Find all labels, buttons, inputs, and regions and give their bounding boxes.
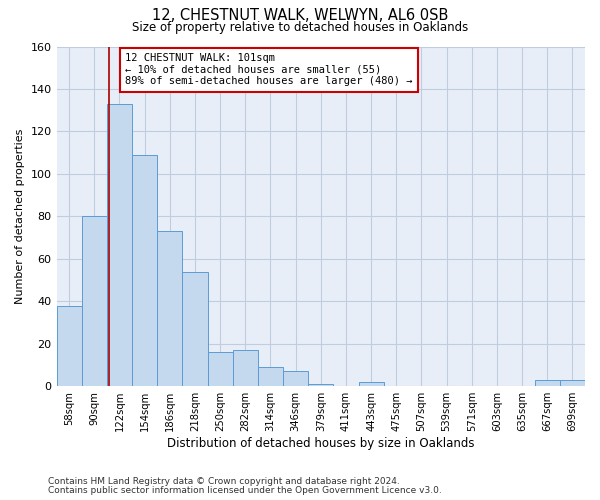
Text: Contains public sector information licensed under the Open Government Licence v3: Contains public sector information licen… xyxy=(48,486,442,495)
Bar xyxy=(359,382,383,386)
Text: Contains HM Land Registry data © Crown copyright and database right 2024.: Contains HM Land Registry data © Crown c… xyxy=(48,477,400,486)
Y-axis label: Number of detached properties: Number of detached properties xyxy=(15,128,25,304)
Bar xyxy=(308,384,334,386)
Bar xyxy=(132,155,157,386)
X-axis label: Distribution of detached houses by size in Oaklands: Distribution of detached houses by size … xyxy=(167,437,475,450)
Bar xyxy=(208,352,233,386)
Bar xyxy=(107,104,132,386)
Bar xyxy=(182,272,208,386)
Text: 12, CHESTNUT WALK, WELWYN, AL6 0SB: 12, CHESTNUT WALK, WELWYN, AL6 0SB xyxy=(152,8,448,22)
Bar xyxy=(233,350,258,386)
Bar xyxy=(56,306,82,386)
Bar xyxy=(157,231,182,386)
Text: 12 CHESTNUT WALK: 101sqm
← 10% of detached houses are smaller (55)
89% of semi-d: 12 CHESTNUT WALK: 101sqm ← 10% of detach… xyxy=(125,54,413,86)
Bar xyxy=(560,380,585,386)
Text: Size of property relative to detached houses in Oaklands: Size of property relative to detached ho… xyxy=(132,21,468,34)
Bar xyxy=(258,367,283,386)
Bar xyxy=(82,216,107,386)
Bar xyxy=(535,380,560,386)
Bar xyxy=(283,372,308,386)
